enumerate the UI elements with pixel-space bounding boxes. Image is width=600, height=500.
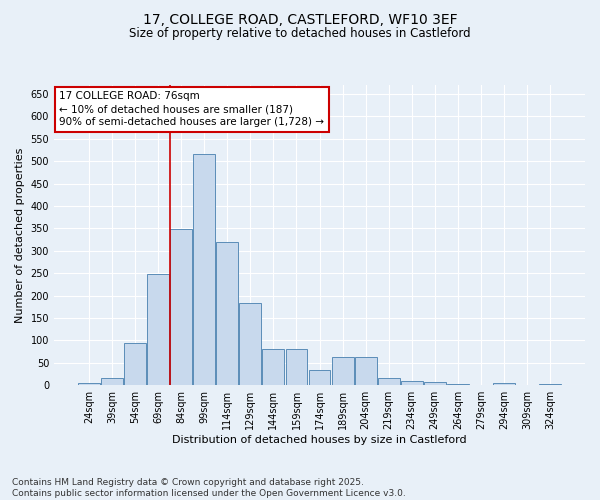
Bar [147,274,169,385]
Text: Contains HM Land Registry data © Crown copyright and database right 2025.
Contai: Contains HM Land Registry data © Crown c… [12,478,406,498]
Bar [308,370,331,385]
Bar [424,382,446,385]
Bar [262,350,284,385]
Bar [239,303,262,385]
Bar [355,357,377,385]
Bar [377,378,400,385]
Text: 17, COLLEGE ROAD, CASTLEFORD, WF10 3EF: 17, COLLEGE ROAD, CASTLEFORD, WF10 3EF [143,12,457,26]
Bar [493,382,515,385]
Bar [401,380,422,385]
Y-axis label: Number of detached properties: Number of detached properties [15,148,25,323]
X-axis label: Distribution of detached houses by size in Castleford: Distribution of detached houses by size … [172,435,467,445]
Text: 17 COLLEGE ROAD: 76sqm
← 10% of detached houses are smaller (187)
90% of semi-de: 17 COLLEGE ROAD: 76sqm ← 10% of detached… [59,91,325,128]
Bar [447,384,469,385]
Bar [124,342,146,385]
Bar [170,230,192,385]
Bar [286,350,307,385]
Bar [78,383,100,385]
Bar [539,384,561,385]
Bar [332,357,353,385]
Bar [101,378,123,385]
Bar [217,242,238,385]
Bar [193,154,215,385]
Text: Size of property relative to detached houses in Castleford: Size of property relative to detached ho… [129,28,471,40]
